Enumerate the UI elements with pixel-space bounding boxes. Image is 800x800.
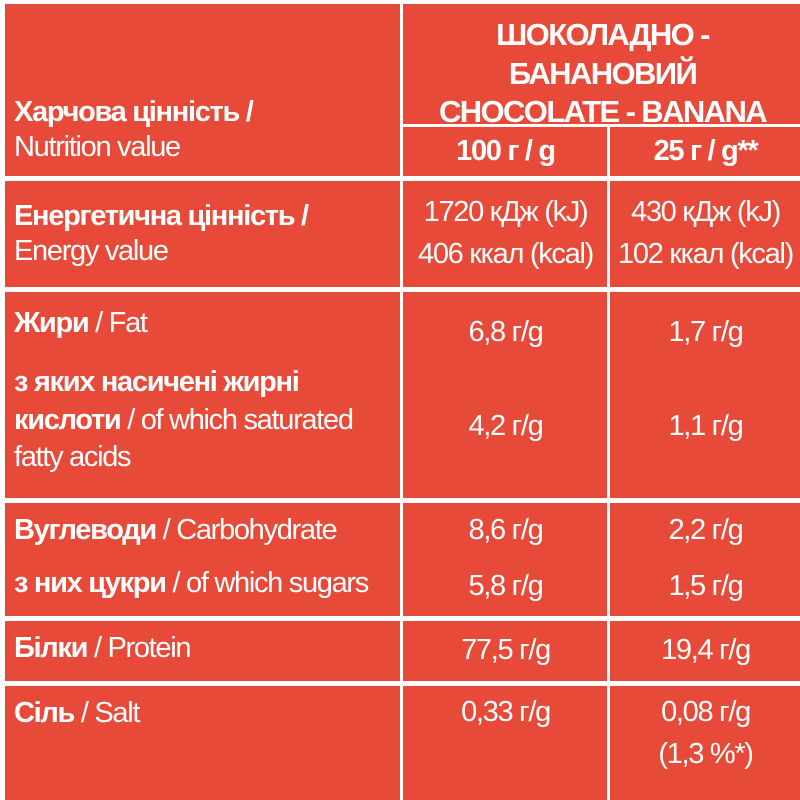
sugars-25g: 1,5 г/g	[668, 570, 743, 603]
product-name-en: CHOCOLATE - BANANA	[438, 94, 768, 130]
fat-100g: 6,8 г/g	[468, 316, 543, 348]
column-header-100g: 100 г / g	[456, 135, 556, 168]
product-name-uk: ШОКОЛАДНО - БАНАНОВИЙ	[496, 16, 710, 91]
nutrition-value-label-en: Nutrition value	[14, 131, 181, 163]
product-header-divider	[400, 124, 800, 127]
salt-100g: 0,33 г/g	[461, 696, 551, 728]
energy-divider	[0, 287, 800, 292]
left-border	[0, 0, 5, 800]
protein-100g: 77,5 г/g	[461, 634, 551, 667]
header-divider	[0, 176, 800, 181]
carbohydrate-label: Вуглеводи / Carbohydrate	[14, 514, 338, 546]
protein-divider	[0, 681, 800, 686]
carbohydrate-25g: 2,2 г/g	[668, 514, 743, 547]
fat-label: Жири / Fat	[14, 307, 148, 339]
product-name: ШОКОЛАДНО - БАНАНОВИЙ CHOCOLATE - BANANA	[405, 17, 800, 130]
carbohydrate-100g: 8,6 г/g	[468, 514, 543, 547]
protein-label: Білки / Protein	[14, 632, 192, 664]
fat-divider	[0, 498, 800, 503]
saturated-fat-label: з яких насичені жирні кислоти / of which…	[14, 366, 354, 474]
value-column-divider	[607, 126, 610, 800]
nutrition-value-label: Харчова цінність / Nutrition value	[6, 80, 406, 180]
sugars-100g: 5,8 г/g	[468, 570, 543, 603]
fat-25g: 1,7 г/g	[668, 316, 743, 348]
column-header-25g: 25 г / g**	[653, 135, 759, 168]
energy-25g: 430 кДж (kJ) 102 ккал (kcal)	[618, 196, 794, 270]
protein-25g: 19,4 г/g	[661, 634, 751, 667]
sugars-label: з них цукри / of which sugars	[14, 567, 369, 599]
salt-25g: 0,08 г/g (1,3 %*)	[658, 696, 754, 770]
salt-label: Сіль / Salt	[14, 697, 140, 729]
energy-100g: 1720 кДж (kJ) 406 ккал (kcal)	[418, 196, 594, 270]
label-column-divider	[400, 0, 403, 800]
carbohydrate-divider	[0, 616, 800, 621]
nutrition-value-label-uk: Харчова цінність /	[14, 95, 254, 128]
saturated-fat-25g: 1,1 г/g	[668, 410, 743, 443]
energy-label: Енергетична цінність / Energy value	[14, 199, 309, 267]
saturated-fat-100g: 4,2 г/g	[468, 410, 543, 443]
